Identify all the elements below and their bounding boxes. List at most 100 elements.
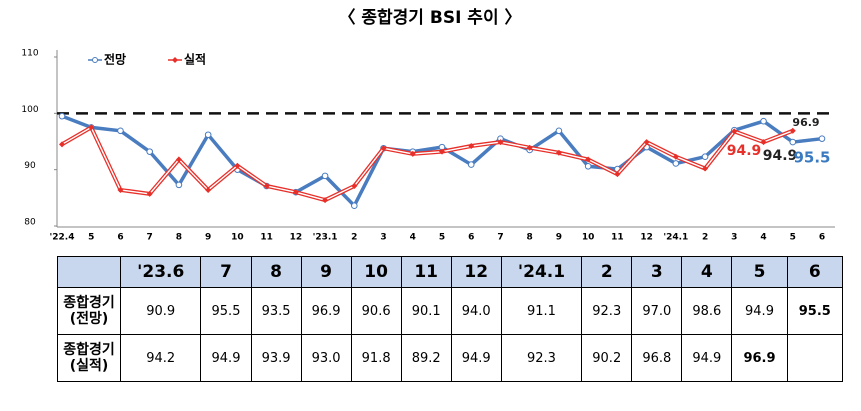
point	[59, 141, 65, 148]
x-tick-label: 8	[176, 233, 182, 243]
header-cell: 12	[450, 256, 502, 288]
data-cell: 95.5	[786, 287, 844, 335]
annotation: 95.5	[793, 149, 830, 167]
chart-title: 〈 종합경기 BSI 추이 〉	[338, 7, 521, 28]
data-cell: 90.9	[119, 287, 202, 335]
y-tick-label: 90	[24, 161, 36, 171]
point	[672, 160, 680, 167]
data-cell: 96.9	[731, 334, 788, 382]
point	[789, 127, 796, 134]
data-cell: 94.0	[450, 287, 502, 335]
x-tick-label: 8	[527, 233, 533, 243]
header-row: '23.6 7 8 9 10 11 12'24.1 2 3 4 5 6	[57, 256, 844, 288]
point	[58, 112, 66, 120]
row-label-line: (전망)	[69, 311, 109, 327]
data-cell: 93.9	[250, 334, 302, 382]
data-row: 종합경기 (전망) 90.9 95.5 93.5 96.9 90.6 90.1 94.0 91.1…	[57, 287, 844, 335]
point	[585, 156, 592, 163]
x-tick-label: 7	[497, 233, 503, 243]
data-cell: 94.9	[450, 334, 502, 382]
x-tick-label: 6	[819, 233, 825, 243]
point	[204, 131, 212, 139]
x-tick-label: 6	[117, 233, 123, 243]
point	[555, 127, 563, 135]
point	[321, 172, 329, 180]
row-label: 종합경기 (전망)	[57, 287, 121, 335]
series-line	[60, 124, 794, 203]
annotation: 96.9	[792, 116, 819, 129]
chart: 〈 종합경기 BSI 추이 〉 80 90 100 110 '22.4 5 6 7 8 9 10 11…	[21, 7, 835, 243]
data-cell: 91.1	[500, 287, 583, 335]
point	[731, 128, 738, 135]
legend-marker	[172, 57, 178, 63]
header-cell: '24.1	[500, 256, 583, 288]
x-tick-label: 3	[380, 233, 386, 243]
data-cell: 94.9	[681, 334, 733, 382]
point	[789, 138, 797, 146]
data-table: '23.6 7 8 9 10 11 12'24.1 2 3 4 5 6 종합경기 (전망) 90.9 95.5…	[57, 256, 844, 382]
data-cell: 89.2	[400, 334, 452, 382]
x-tick-label: 4	[760, 233, 766, 243]
y-tick-label: 100	[21, 105, 38, 115]
legend-marker	[92, 57, 98, 63]
point	[117, 127, 124, 135]
point	[146, 190, 153, 197]
legend-item: 실적	[168, 52, 206, 67]
point	[117, 186, 124, 193]
header-cell: 10	[350, 256, 402, 288]
point	[292, 189, 299, 196]
data-cell: 92.3	[500, 334, 583, 382]
data-cell: 94.9	[731, 287, 788, 335]
point	[818, 135, 826, 142]
data-cell: 98.6	[681, 287, 733, 335]
point	[263, 183, 270, 190]
header-cell: 5	[731, 256, 788, 288]
row-label-line: (실적)	[69, 358, 109, 374]
data-cell: 96.9	[300, 287, 352, 335]
annotation: 94.9	[763, 148, 798, 164]
point	[672, 153, 679, 160]
header-cell: 4	[681, 256, 733, 288]
header-cell: 7	[200, 256, 252, 288]
point	[643, 139, 650, 146]
point	[88, 124, 95, 131]
empty-cell	[786, 334, 844, 382]
data-cell: 92.3	[581, 287, 633, 335]
x-tick-label: 4	[410, 233, 416, 243]
x-tick-label: 5	[88, 233, 94, 243]
data-cell: 90.2	[581, 334, 633, 382]
y-tick-label: 80	[24, 218, 36, 228]
y-tick-label: 110	[21, 49, 38, 59]
data-cell: 90.6	[350, 287, 402, 335]
x-tick-label: 6	[468, 233, 474, 243]
x-tick-label: 11	[611, 233, 624, 243]
x-tick-label: '24.1	[663, 233, 688, 243]
row-label-line: 종합경기	[63, 342, 115, 358]
x-tick-label: 5	[439, 233, 445, 243]
point	[380, 145, 387, 152]
x-tick-label: 7	[147, 233, 153, 243]
point	[351, 183, 358, 190]
point	[175, 181, 183, 189]
point	[497, 139, 504, 146]
data-cell: 96.8	[631, 334, 683, 382]
header-cell: '23.6	[119, 256, 202, 288]
point	[439, 148, 445, 155]
point	[468, 143, 475, 150]
legend-label: 전망	[104, 52, 126, 67]
point	[584, 162, 592, 170]
legend-label: 실적	[184, 52, 206, 67]
point	[467, 161, 475, 168]
row-label-line: 종합경기	[63, 295, 115, 311]
legend-item: 전망	[88, 52, 126, 67]
data-cell: 94.2	[119, 334, 202, 382]
point	[614, 171, 621, 178]
point	[322, 197, 329, 204]
x-tick-label: 2	[351, 233, 357, 243]
x-tick-label: '23.1	[313, 233, 338, 243]
series-line-inner	[61, 126, 794, 201]
data-cell: 93.5	[250, 287, 302, 335]
data-row: 종합경기 (실적) 94.2 94.9 93.9 93.0 91.8 89.2 94.9 92.3…	[57, 334, 844, 382]
point	[702, 165, 709, 172]
